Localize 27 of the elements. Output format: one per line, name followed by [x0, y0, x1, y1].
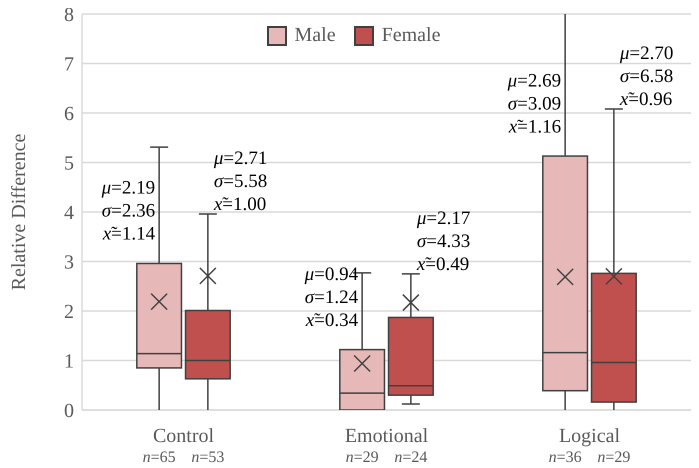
x-tick-label: Control	[152, 425, 214, 447]
text: n=29	[346, 449, 379, 466]
y-tick-label: 3	[64, 252, 74, 274]
annotation: μ=2.17 σ=4.33 x̃=0.49	[416, 208, 470, 275]
annotation: μ=2.69 σ=3.09 x̃=1.16	[506, 70, 562, 138]
annotation: μ=2.71 σ=5.58 x̃=1.00	[212, 148, 268, 215]
y-tick-label: 1	[64, 350, 74, 373]
y-axis-title: Relative Difference	[8, 134, 30, 290]
y-tick-label: 2	[64, 301, 74, 324]
annotation: μ=2.19 σ=2.36 x̃=1.14	[100, 178, 156, 245]
y-tick-label: 8	[64, 4, 74, 26]
text: n=65	[142, 449, 176, 466]
y-tick-label: 0	[64, 400, 74, 422]
legend-label: Male	[294, 24, 336, 47]
x-tick-label: Emotional	[344, 425, 429, 447]
text: n=36	[548, 449, 582, 466]
annotation: μ=2.70 σ=6.58 x̃=0.96	[618, 43, 674, 110]
text: n=29	[597, 449, 630, 466]
y-tick-label: 6	[64, 103, 74, 126]
text: n=53	[191, 449, 224, 466]
x-tick-label: Logical	[558, 425, 620, 447]
y-tick-label: 5	[64, 152, 74, 175]
legend-label: Female	[382, 24, 440, 47]
y-tick-label: 4	[64, 202, 74, 224]
y-tick-label: 7	[64, 54, 74, 76]
annotation: μ=0.94 σ=1.24 x̃=0.34	[304, 264, 359, 331]
text: n=24	[394, 449, 428, 466]
